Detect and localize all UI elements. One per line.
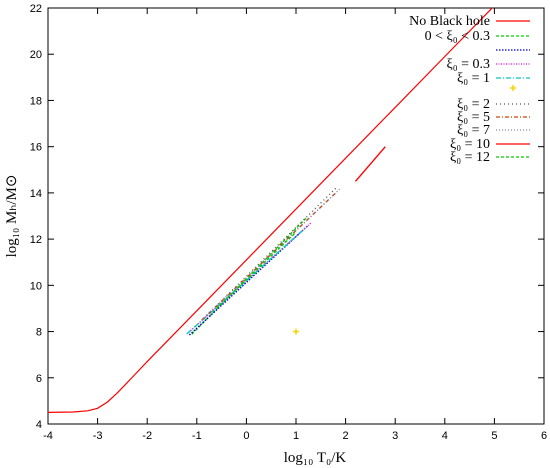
series-line-3 (188, 224, 309, 336)
legend-label-10: ξ₀ = 10 (450, 137, 490, 152)
legend-label-11: ξ₀ = 12 (450, 150, 490, 165)
y-tick-label: 12 (30, 234, 42, 246)
legend-label-5: ξ₀ = 1 (457, 71, 490, 86)
y-axis-title: log₁₀ Mₕ/M⊙ (4, 175, 20, 258)
x-tick-label: 2 (343, 430, 349, 442)
x-tick-label: 3 (392, 430, 398, 442)
x-tick-label: 0 (243, 430, 249, 442)
x-tick-label: 6 (541, 430, 547, 442)
x-tick-label: -3 (93, 430, 103, 442)
y-tick-label: 18 (30, 95, 42, 107)
series-line-5 (186, 227, 307, 335)
y-tick-label: 4 (36, 419, 42, 431)
legend-label-4: ξ₀ = 0.3 (446, 57, 490, 72)
y-tick-label: 22 (30, 3, 42, 15)
series-line-9 (354, 146, 386, 182)
legend-label-9: ξ₀ = 7 (457, 123, 490, 138)
x-tick-label: 4 (442, 430, 448, 442)
legend-label-8: ξ₀ = 5 (457, 110, 490, 125)
x-axis-title: log₁₀ T₀/K (284, 450, 347, 466)
data-point-1 (293, 328, 299, 335)
y-tick-label: 6 (36, 373, 42, 385)
legend-label-1: No Black hole (409, 14, 490, 29)
x-tick-label: -1 (192, 430, 202, 442)
y-tick-label: 10 (30, 280, 42, 292)
y-tick-label: 20 (30, 49, 42, 61)
legend-label-7: ξ₀ = 2 (457, 97, 490, 112)
y-tick-label: 16 (30, 142, 42, 154)
series-line-1 (48, 8, 493, 413)
x-tick-label: 5 (491, 430, 497, 442)
y-tick-label: 14 (30, 188, 42, 200)
x-tick-label: 1 (293, 430, 299, 442)
series-line-8 (201, 187, 342, 321)
series-line-10 (216, 231, 297, 309)
x-tick-label: -4 (43, 430, 53, 442)
y-tick-label: 8 (36, 327, 42, 339)
legend-label-2: 0 < ξ₀ < 0.3 (425, 29, 490, 44)
x-tick-label: -2 (142, 430, 152, 442)
legend-marker-6 (510, 85, 516, 91)
series-layer (48, 8, 493, 413)
